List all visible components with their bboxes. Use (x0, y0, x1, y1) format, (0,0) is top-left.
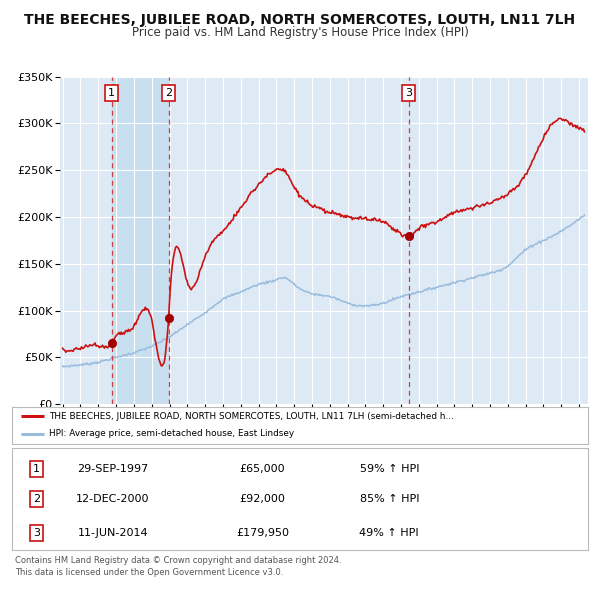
Bar (112, 77, 169, 404)
Text: 59% ↑ HPI: 59% ↑ HPI (359, 464, 419, 474)
Text: HPI: Average price, semi-detached house, East Lindsey: HPI: Average price, semi-detached house,… (49, 430, 295, 438)
Text: 12-DEC-2000: 12-DEC-2000 (76, 494, 149, 504)
Text: £65,000: £65,000 (240, 464, 286, 474)
Text: 3: 3 (406, 88, 412, 98)
Text: Price paid vs. HM Land Registry's House Price Index (HPI): Price paid vs. HM Land Registry's House … (131, 26, 469, 39)
Text: 1: 1 (33, 464, 40, 474)
Text: 2: 2 (33, 494, 40, 504)
Text: 1: 1 (108, 88, 115, 98)
Text: 3: 3 (33, 527, 40, 537)
Text: THE BEECHES, JUBILEE ROAD, NORTH SOMERCOTES, LOUTH, LN11 7LH: THE BEECHES, JUBILEE ROAD, NORTH SOMERCO… (25, 13, 575, 27)
Text: £179,950: £179,950 (236, 527, 289, 537)
Text: 85% ↑ HPI: 85% ↑ HPI (359, 494, 419, 504)
Text: 49% ↑ HPI: 49% ↑ HPI (359, 527, 419, 537)
Text: THE BEECHES, JUBILEE ROAD, NORTH SOMERCOTES, LOUTH, LN11 7LH (semi-detached h...: THE BEECHES, JUBILEE ROAD, NORTH SOMERCO… (49, 412, 454, 421)
Text: 2: 2 (165, 88, 172, 98)
Text: 29-SEP-1997: 29-SEP-1997 (77, 464, 148, 474)
Text: 11-JUN-2014: 11-JUN-2014 (77, 527, 148, 537)
Text: Contains HM Land Registry data © Crown copyright and database right 2024.: Contains HM Land Registry data © Crown c… (15, 556, 341, 565)
Text: This data is licensed under the Open Government Licence v3.0.: This data is licensed under the Open Gov… (15, 568, 283, 576)
Text: £92,000: £92,000 (239, 494, 286, 504)
